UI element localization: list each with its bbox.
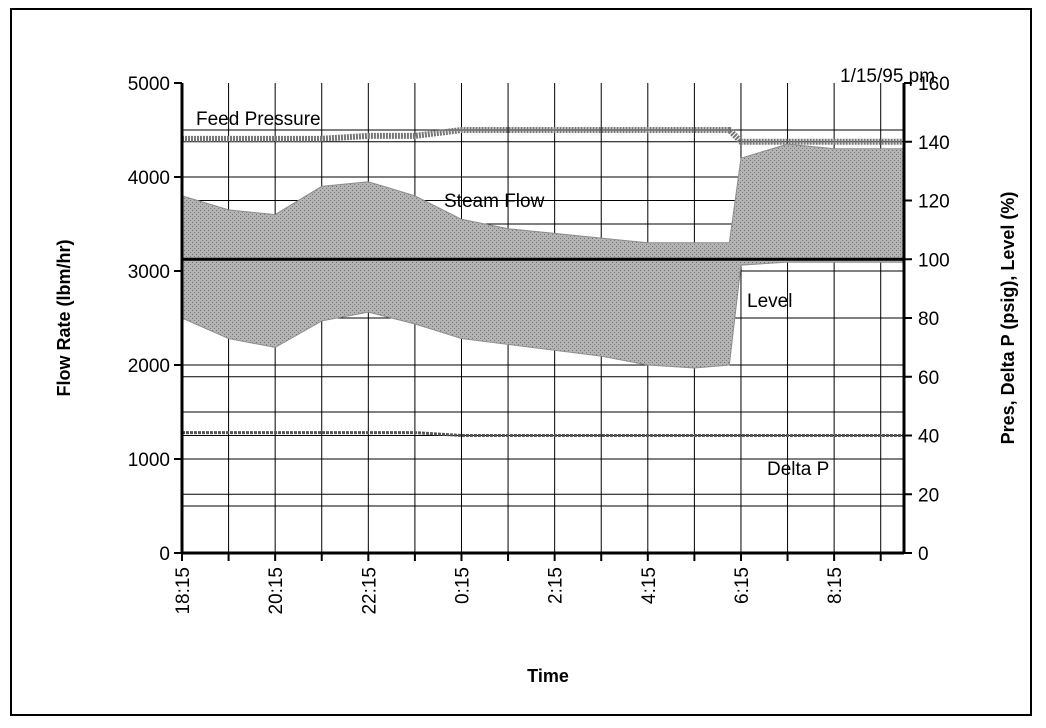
series-layer [181,127,905,437]
x-tick-label: 22:15 [359,567,380,615]
x-tick-label: 0:15 [452,567,473,604]
x-tick-label: 18:15 [173,567,194,615]
chart-frame: 0 1000 2000 3000 4000 5000 0 20 40 60 80 100 120 140 1… [10,8,1032,716]
chart-svg: 0 1000 2000 3000 4000 5000 0 20 40 60 80 100 120 140 1… [54,66,1018,686]
annotation-feed-pressure: Feed Pressure [196,109,321,130]
y-left-tick-label: 4000 [128,168,170,189]
y-right-tick-label: 60 [918,368,939,389]
y-left-axis-label: Flow Rate (lbm/hr) [54,239,74,396]
y-right-tick-label: 80 [918,309,939,330]
y-right-tick-label: 160 [918,74,950,95]
series-line-delta-p [182,431,904,437]
ticks-layer: 0 1000 2000 3000 4000 5000 0 20 40 60 80 100 120 140 1… [128,74,950,615]
annotation-delta-p: Delta P [767,459,829,480]
x-tick-label: 2:15 [546,567,567,604]
y-right-tick-label: 140 [918,133,950,154]
y-right-tick-label: 120 [918,192,950,213]
series-line-feed-pressure [182,127,904,145]
x-axis-label: Time [527,666,569,686]
y-right-tick-label: 100 [918,250,950,271]
y-left-tick-label: 3000 [128,262,170,283]
y-right-tick-label: 20 [918,485,939,506]
y-left-tick-label: 2000 [128,356,170,377]
x-tick-label: 20:15 [266,567,287,615]
date-label: 1/15/95 pm [840,66,935,87]
series-area-steam-flow [181,143,905,263]
y-right-tick-label: 40 [918,427,939,448]
x-tick-label: 4:15 [639,567,660,604]
annotation-steam-flow: Steam Flow [444,191,545,212]
y-left-tick-label: 5000 [128,74,170,95]
y-right-axis-label: Pres, Delta P (psig), Level (%) [998,192,1018,445]
x-tick-label: 6:15 [732,567,753,604]
y-left-tick-label: 1000 [128,450,170,471]
y-left-tick-label: 0 [159,544,170,565]
annotation-level: Level [747,291,792,312]
series-area-level [181,258,905,369]
x-tick-label: 8:15 [825,567,846,604]
y-right-tick-label: 0 [918,544,929,565]
